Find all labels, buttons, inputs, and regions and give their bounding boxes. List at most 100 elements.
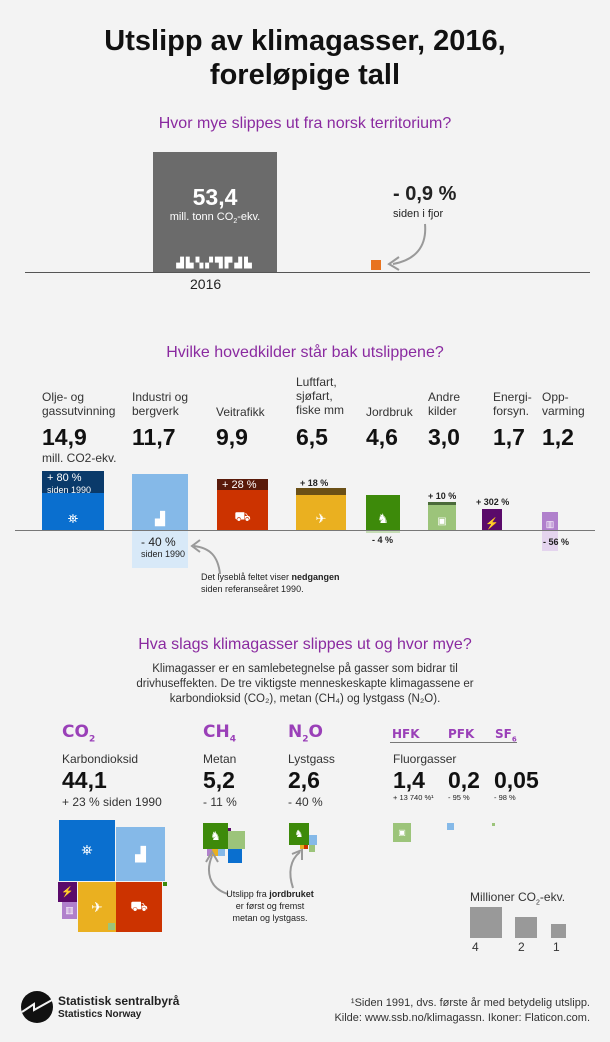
ch4-other-block xyxy=(228,831,245,849)
co2-other-block xyxy=(108,923,115,930)
ch4-industry-block xyxy=(218,849,225,856)
gas-name: Fluorgasser xyxy=(393,752,457,766)
legend-square xyxy=(515,917,537,938)
bar-road-traffic: ⛟ + 28 % xyxy=(217,479,268,530)
arrow-icon xyxy=(387,223,427,271)
power-pylon-icon: ⚡ xyxy=(61,886,74,898)
decline-heating xyxy=(542,531,558,551)
ch4-oil-block xyxy=(228,849,242,863)
car-icon: ⛟ xyxy=(130,897,148,914)
change-label: + 302 % xyxy=(476,497,510,507)
n2o-industry-block xyxy=(309,835,317,845)
arrow-icon xyxy=(190,539,221,575)
n2o-aviation-block xyxy=(300,845,304,849)
unit-label: mill. CO2-ekv. xyxy=(42,451,117,465)
ch4-energy-block xyxy=(228,828,231,831)
cow-icon: ♞ xyxy=(377,511,389,526)
page-title: Utslipp av klimagasser, 2016, foreløpige … xyxy=(104,25,506,91)
source-label: Jordbruk xyxy=(366,405,413,419)
section3-heading: Hva slags klimagasser slippes ut og hvor… xyxy=(138,636,472,653)
cow-icon: ♞ xyxy=(210,829,221,843)
source-label: Veitrafikk xyxy=(216,405,265,419)
gas-name: Karbondioksid xyxy=(62,752,139,766)
source-label: Olje- og gassutvinning xyxy=(42,390,116,418)
legend-label: 1 xyxy=(553,940,560,954)
n2o-road-block xyxy=(304,845,308,849)
n2o-agri-block: ♞ xyxy=(289,823,309,845)
oil-platform-icon: ⛯ xyxy=(81,842,93,858)
gas-value: 0,05 xyxy=(494,767,539,793)
fluor-divider xyxy=(390,742,517,743)
gas-change: + 13 740 %¹ xyxy=(393,793,434,802)
plane-ship-icon: ✈ xyxy=(315,511,327,526)
gas-change: - 98 % xyxy=(494,793,516,802)
bar-heating: ▥ xyxy=(542,512,558,530)
factory-icon: ▟ xyxy=(155,511,165,526)
hfk-block: ▣ xyxy=(393,823,411,842)
source-value: 11,7 xyxy=(132,424,176,450)
co2-industry-block: ▟ xyxy=(116,827,165,881)
change-label: siden i fjor xyxy=(393,208,444,220)
source-label: Andre kilder xyxy=(428,390,461,418)
source-icons: ▟▙▚▞▜▛▟▙ xyxy=(176,258,254,269)
change-label: + 10 % xyxy=(428,491,457,501)
source-value: 1,2 xyxy=(542,424,574,450)
change-value: - 0,9 % xyxy=(393,183,457,205)
gas-change: + 23 % siden 1990 xyxy=(62,795,162,809)
radiator-icon: ▥ xyxy=(545,519,555,529)
source-value: 6,5 xyxy=(296,424,328,450)
gas-value: 0,2 xyxy=(448,767,480,793)
bar-agriculture: ♞ xyxy=(366,495,400,530)
sf6-formula: SF6 xyxy=(495,727,517,744)
source-label: Industri og bergverk xyxy=(132,390,189,418)
baseline xyxy=(25,272,590,273)
bars-baseline xyxy=(15,530,595,531)
legend-square xyxy=(551,924,566,938)
ch4-aviation-block xyxy=(212,849,218,856)
gas-change: - 40 % xyxy=(288,795,323,809)
change-label: + 80 % siden 1990 xyxy=(42,471,104,495)
gas-value: 1,4 xyxy=(393,767,425,793)
source-value: 3,0 xyxy=(428,424,460,450)
section1-heading: Hvor mye slippes ut fra norsk territoriu… xyxy=(158,115,452,132)
legend-square xyxy=(470,907,502,938)
source-value: 4,6 xyxy=(366,424,398,450)
footer-notes: ¹Siden 1991, dvs. første år med betydeli… xyxy=(334,997,590,1024)
decline-agriculture xyxy=(366,531,400,533)
gas-change: - 11 % xyxy=(203,795,237,809)
total-value: 53,4 xyxy=(192,184,238,210)
intro-text: Klimagasser er en samlebetegnelse på gas… xyxy=(136,663,474,705)
section2-heading: Hvilke hovedkilder står bak utslippene? xyxy=(166,344,444,361)
n2o-other-block xyxy=(309,845,315,852)
change-label: - 56 % xyxy=(543,537,570,547)
gas-value: 2,6 xyxy=(288,767,320,793)
n2o-formula: N2O xyxy=(288,722,323,745)
co2-energy-block: ⚡ xyxy=(58,882,77,902)
agri-note: Utslipp fra jordbruket er først og fremst… xyxy=(226,889,314,923)
source-value: 14,9 xyxy=(42,424,87,450)
co2-oil-block: ⛯ xyxy=(59,820,115,881)
total-emissions-box: 53,4 mill. tonn CO2-ekv. ▟▙▚▞▜▛▟▙ xyxy=(153,152,277,272)
bar-other: ▣ xyxy=(428,502,456,530)
decline-industry: - 40 % siden 1990 xyxy=(132,531,188,568)
co2-heating-block: ▥ xyxy=(62,902,77,919)
gas-name: Metan xyxy=(203,752,237,766)
pfk-block xyxy=(447,823,454,830)
radiator-icon: ▥ xyxy=(65,905,74,915)
bar-industry: ▟ xyxy=(132,474,188,530)
gas-value: 44,1 xyxy=(62,767,107,793)
gas-name: Lystgass xyxy=(288,752,335,766)
sf6-block xyxy=(492,823,495,826)
arrow-icons xyxy=(205,848,303,895)
decline-note: Det lyseblå feltet viser nedgangen siden … xyxy=(201,572,340,594)
source-label: Opp-varming xyxy=(542,390,585,418)
legend-title: Millioner CO2-ekv. xyxy=(470,890,566,907)
oil-platform-icon: ⛯ xyxy=(67,511,79,526)
change-label: + 18 % xyxy=(300,478,329,488)
co2-formula: CO2 xyxy=(62,722,96,745)
year-label: 2016 xyxy=(190,276,222,292)
hfk-formula: HFK xyxy=(392,727,420,741)
gas-change: - 95 % xyxy=(448,793,470,802)
source-label: Energi-forsyn. xyxy=(493,390,532,418)
other-icon: ▣ xyxy=(437,516,447,527)
